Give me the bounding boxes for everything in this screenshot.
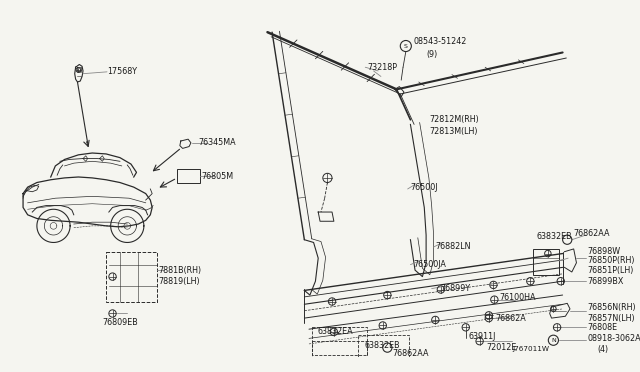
Bar bbox=[358, 335, 408, 360]
Text: 76851P(LH): 76851P(LH) bbox=[588, 266, 634, 275]
Text: 63911J: 63911J bbox=[468, 332, 496, 341]
Bar bbox=[312, 327, 367, 355]
Text: 17568Y: 17568Y bbox=[107, 67, 137, 76]
Text: 76899Y: 76899Y bbox=[441, 284, 471, 293]
Text: J767011W: J767011W bbox=[512, 346, 549, 352]
Text: 76862AA: 76862AA bbox=[392, 349, 429, 357]
Text: 76850P(RH): 76850P(RH) bbox=[588, 256, 635, 265]
Text: S: S bbox=[404, 44, 408, 48]
Text: 76899BX: 76899BX bbox=[588, 277, 624, 286]
Bar bbox=[106, 252, 157, 302]
Text: 76856N(RH): 76856N(RH) bbox=[588, 302, 636, 311]
Bar bbox=[312, 341, 367, 364]
Text: 72012E: 72012E bbox=[486, 343, 516, 352]
Text: 76862A: 76862A bbox=[495, 314, 526, 323]
Text: N: N bbox=[551, 338, 556, 343]
Text: 08543-51242: 08543-51242 bbox=[413, 37, 467, 46]
Text: 08918-3062A: 08918-3062A bbox=[588, 334, 640, 343]
Bar bbox=[177, 169, 200, 183]
Text: 76862AA: 76862AA bbox=[573, 229, 610, 238]
Text: 72813M(LH): 72813M(LH) bbox=[429, 127, 477, 136]
Text: 76100HA: 76100HA bbox=[499, 293, 536, 302]
Text: 76500JA: 76500JA bbox=[413, 260, 446, 269]
Bar bbox=[533, 249, 559, 275]
Text: 76808E: 76808E bbox=[588, 323, 618, 332]
Text: 63832EA: 63832EA bbox=[317, 327, 353, 336]
Text: 76809EB: 76809EB bbox=[102, 318, 138, 327]
Text: 72812M(RH): 72812M(RH) bbox=[429, 115, 479, 124]
Text: (9): (9) bbox=[426, 50, 437, 59]
Text: 76500J: 76500J bbox=[410, 183, 438, 192]
Text: 76882LN: 76882LN bbox=[435, 242, 471, 251]
Text: 63832EB: 63832EB bbox=[364, 341, 400, 350]
Text: 76857N(LH): 76857N(LH) bbox=[588, 314, 635, 323]
Text: 7881B(RH): 7881B(RH) bbox=[159, 266, 202, 275]
Text: 63832EB: 63832EB bbox=[537, 232, 572, 241]
Text: 76345MA: 76345MA bbox=[198, 138, 236, 147]
Text: 76805M: 76805M bbox=[201, 171, 233, 180]
Text: 78819(LH): 78819(LH) bbox=[159, 277, 200, 286]
Text: 76898W: 76898W bbox=[588, 247, 621, 256]
Text: 73218P: 73218P bbox=[367, 63, 397, 72]
Text: (4): (4) bbox=[598, 345, 609, 354]
